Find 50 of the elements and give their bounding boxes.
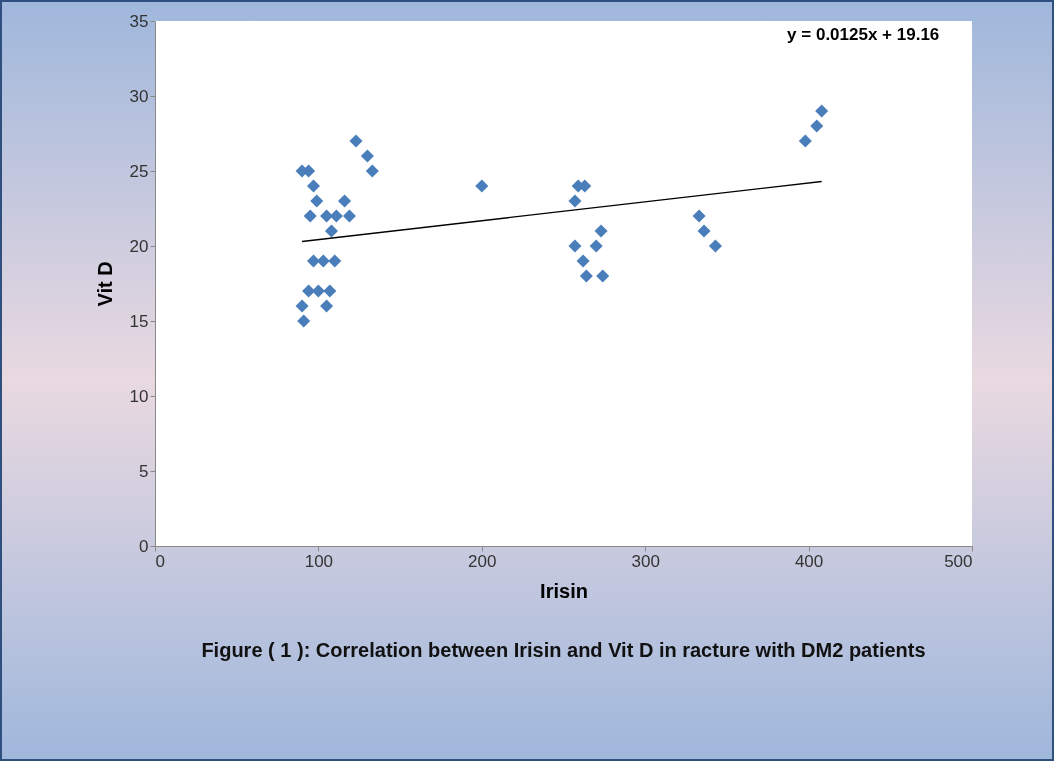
point — [365, 164, 379, 178]
point — [323, 284, 337, 298]
point — [596, 269, 610, 283]
y-tick-label: 15 — [129, 311, 149, 331]
point — [329, 209, 343, 223]
point — [568, 194, 582, 208]
y-tick-label: 5 — [139, 461, 149, 481]
y-tick-label: 30 — [129, 86, 149, 106]
point — [594, 224, 608, 238]
point — [692, 209, 706, 223]
point — [349, 134, 363, 148]
point — [342, 209, 356, 223]
x-tick-label: 0 — [155, 551, 165, 571]
point — [320, 299, 334, 313]
y-tick-label: 35 — [129, 11, 149, 31]
y-tick-label: 20 — [129, 236, 149, 256]
point — [697, 224, 711, 238]
y-axis-title: Vit D — [93, 261, 116, 307]
y-tick-label: 25 — [129, 161, 149, 181]
point — [810, 119, 824, 133]
point — [360, 149, 374, 163]
point — [310, 194, 324, 208]
point — [297, 314, 311, 328]
point — [338, 194, 352, 208]
point — [589, 239, 603, 253]
point — [568, 239, 582, 253]
x-tick-label: 300 — [631, 551, 660, 571]
point — [306, 179, 321, 193]
point — [306, 254, 321, 268]
point — [295, 299, 309, 313]
y-tick-label: 10 — [129, 386, 149, 406]
x-tick-label: 200 — [468, 551, 497, 571]
point — [316, 254, 330, 268]
point — [324, 224, 338, 238]
y-tick-label: 0 — [139, 536, 149, 556]
point — [815, 104, 829, 118]
text: Figure ( 1 ): Correlation between Irisin and Vit D in racture with DM2 patients — [201, 639, 926, 661]
point — [798, 134, 812, 148]
point — [708, 239, 722, 253]
point — [475, 179, 489, 193]
point — [303, 209, 317, 223]
point — [328, 254, 342, 268]
x-tick-label: 100 — [304, 551, 334, 571]
point — [576, 254, 590, 268]
x-tick-label: 500 — [944, 551, 973, 571]
x-tick-label: 400 — [794, 551, 824, 571]
point — [579, 269, 593, 283]
x-axis-title: Irisin — [540, 579, 588, 602]
annotation: y = 0.0125x + 19.16 — [787, 25, 940, 44]
point — [311, 284, 325, 298]
